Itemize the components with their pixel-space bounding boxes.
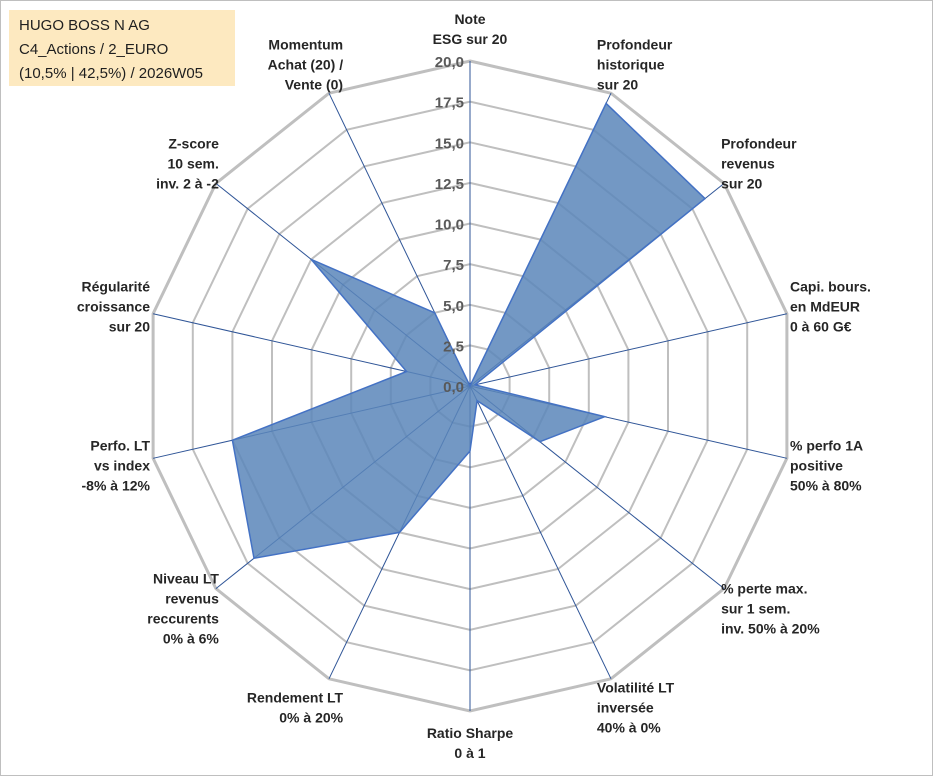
- axis-label: Momentum Achat (20) / Vente (0): [268, 36, 344, 92]
- axis-label-line: Achat (20) /: [268, 56, 344, 72]
- axis-label-line: inv. 2 à -2: [156, 175, 219, 191]
- axis-label-line: Profondeur: [721, 135, 797, 151]
- info-title: HUGO BOSS N AG: [19, 14, 225, 38]
- axis-label: Niveau LT revenus reccurents 0% à 6%: [147, 571, 219, 647]
- axis-label-line: 50% à 80%: [790, 477, 862, 493]
- axis-label: % perfo 1A positive 50% à 80%: [790, 437, 863, 493]
- axis-label-line: 0 à 60 G€: [790, 319, 852, 335]
- axis-label-line: positive: [790, 457, 843, 473]
- axis-label-line: sur 20: [597, 76, 638, 92]
- tick-label: 20,0: [435, 54, 464, 71]
- axis-label: Profondeur revenus sur 20: [721, 135, 797, 191]
- axis-label-line: sur 1 sem.: [721, 601, 790, 617]
- radar-series: [232, 103, 705, 558]
- axis-label-line: -8% à 12%: [82, 477, 151, 493]
- tick-label: 0,0: [443, 379, 464, 396]
- axis-label-line: Capi. bours.: [790, 279, 871, 295]
- axis-label-line: Perfo. LT: [90, 437, 150, 453]
- axis-label-line: inversée: [597, 700, 654, 716]
- axis-label-line: 40% à 0%: [597, 720, 661, 736]
- axis-label-line: Rendement LT: [247, 690, 344, 706]
- axis-label: Profondeur historique sur 20: [597, 36, 673, 92]
- axis-label: % perte max. sur 1 sem. inv. 50% à 20%: [721, 581, 820, 637]
- axis-label: Note ESG sur 20: [433, 11, 508, 47]
- axis-label-line: ESG sur 20: [433, 31, 508, 47]
- axis-label-line: en MdEUR: [790, 299, 860, 315]
- axis-label-line: Vente (0): [285, 76, 343, 92]
- axis-label-line: revenus: [721, 155, 775, 171]
- axis-label-line: Profondeur: [597, 36, 673, 52]
- series-area: [232, 103, 705, 558]
- axis-label-line: vs index: [94, 457, 150, 473]
- axis-label-line: % perfo 1A: [790, 437, 863, 453]
- axis-label: Volatilité LT inversée 40% à 0%: [597, 680, 675, 736]
- tick-label: 10,0: [435, 217, 464, 234]
- axis-label-line: sur 20: [721, 175, 762, 191]
- axis-label: Rendement LT 0% à 20%: [247, 690, 344, 726]
- axis-label-line: 0 à 1: [454, 745, 485, 761]
- axis-label-line: Niveau LT: [153, 571, 219, 587]
- axis-label-line: revenus: [165, 591, 219, 607]
- axis-label-line: Note: [454, 11, 485, 27]
- axis-label-line: croissance: [77, 299, 150, 315]
- axis-label: Z-score 10 sem. inv. 2 à -2: [156, 135, 219, 191]
- info-box: HUGO BOSS N AG C4_Actions / 2_EURO (10,5…: [9, 10, 235, 86]
- tick-label: 17,5: [435, 95, 464, 112]
- axis-label-line: Z-score: [168, 135, 219, 151]
- axis-label-line: 10 sem.: [168, 155, 219, 171]
- axis-label-line: historique: [597, 56, 665, 72]
- axis-label-line: Ratio Sharpe: [427, 725, 514, 741]
- axis-label-line: Momentum: [268, 36, 343, 52]
- axis-label: Ratio Sharpe 0 à 1: [427, 725, 514, 761]
- axis-label-line: reccurents: [147, 611, 219, 627]
- tick-label: 15,0: [435, 135, 464, 152]
- info-category: C4_Actions / 2_EURO: [19, 38, 225, 62]
- tick-label: 5,0: [443, 298, 464, 315]
- axis-label-line: Volatilité LT: [597, 680, 675, 696]
- tick-label: 12,5: [435, 176, 464, 193]
- info-params: (10,5% | 42,5%) / 2026W05: [19, 62, 225, 86]
- axis-label-line: 0% à 6%: [163, 631, 220, 647]
- axis-label: Perfo. LT vs index -8% à 12%: [82, 437, 151, 493]
- axis-label-line: % perte max.: [721, 581, 807, 597]
- tick-label: 7,5: [443, 257, 464, 274]
- axis-label: Régularité croissance sur 20: [77, 279, 150, 335]
- axis-label-line: inv. 50% à 20%: [721, 621, 820, 637]
- axis-label-line: 0% à 20%: [279, 710, 343, 726]
- tick-label: 2,5: [443, 338, 464, 355]
- axis-label: Capi. bours. en MdEUR 0 à 60 G€: [790, 279, 871, 335]
- axis-label-line: sur 20: [109, 319, 150, 335]
- axis-label-line: Régularité: [82, 279, 151, 295]
